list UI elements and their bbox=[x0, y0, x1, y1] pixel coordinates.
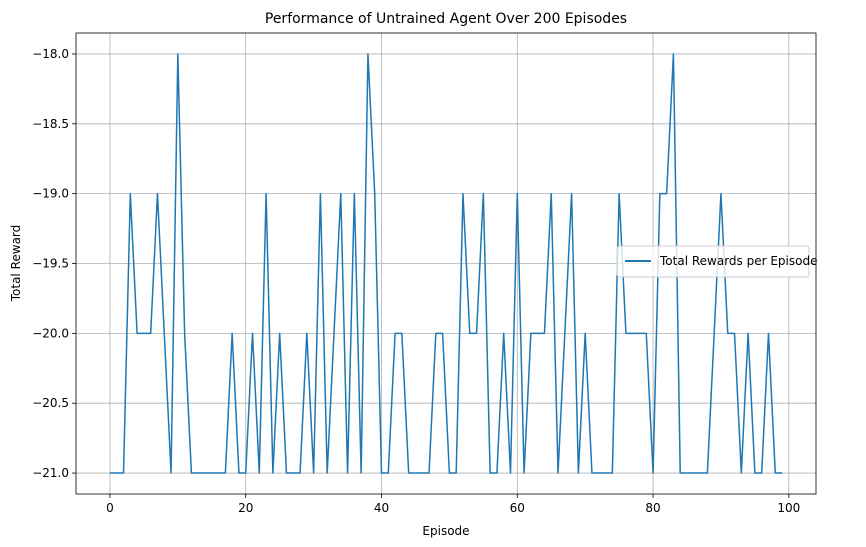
x-tick-label: 80 bbox=[645, 501, 660, 515]
x-tick-label: 0 bbox=[106, 501, 114, 515]
y-axis-ticks: −21.0 −20.5 −20.0 −19.5 −19.0 −18.5 −18.0 bbox=[32, 47, 76, 480]
x-axis-ticks: 0 20 40 60 80 100 bbox=[106, 494, 800, 515]
x-tick-label: 60 bbox=[510, 501, 525, 515]
legend: Total Rewards per Episode bbox=[616, 245, 817, 278]
x-tick-label: 100 bbox=[777, 501, 800, 515]
y-tick-label: −19.0 bbox=[32, 187, 69, 201]
y-tick-label: −20.5 bbox=[32, 396, 69, 410]
y-tick-label: −18.0 bbox=[32, 47, 69, 61]
x-tick-label: 20 bbox=[238, 501, 253, 515]
y-tick-label: −21.0 bbox=[32, 466, 69, 480]
x-axis-label: Episode bbox=[422, 524, 469, 538]
series-layer bbox=[109, 53, 783, 474]
chart-title: Performance of Untrained Agent Over 200 … bbox=[265, 11, 627, 27]
y-tick-label: −20.0 bbox=[32, 326, 69, 340]
y-tick-label: −18.5 bbox=[32, 117, 69, 131]
y-axis-label: Total Reward bbox=[9, 225, 23, 303]
legend-label: Total Rewards per Episode bbox=[659, 254, 817, 268]
legend-box bbox=[616, 245, 810, 278]
x-tick-label: 40 bbox=[374, 501, 389, 515]
series-line bbox=[109, 53, 783, 474]
y-tick-label: −19.5 bbox=[32, 257, 69, 271]
